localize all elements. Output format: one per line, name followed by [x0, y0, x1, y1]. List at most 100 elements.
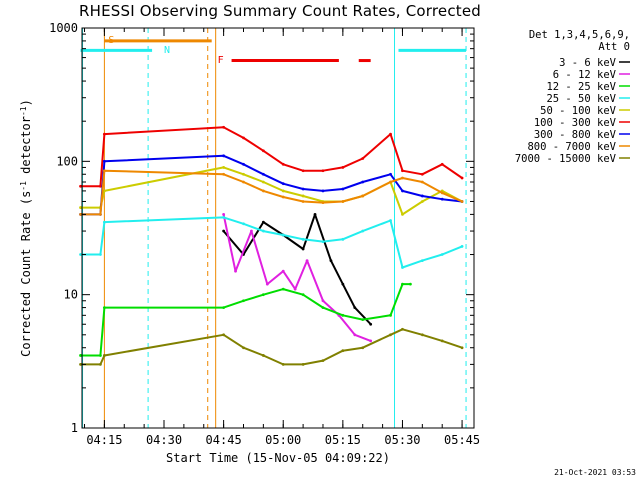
series-6-point-8 — [321, 189, 325, 193]
series-8-point-8 — [321, 359, 325, 363]
series-8-point-5 — [261, 354, 265, 357]
y-tick-label-1: 10 — [64, 288, 78, 302]
series-8-point-11 — [389, 333, 392, 337]
series-7-point-15 — [460, 200, 464, 203]
y-axis-label-superscript: -1 — [19, 181, 28, 191]
series-1-point-0 — [222, 212, 226, 216]
series-4-point-6 — [281, 189, 285, 193]
annotation-F: F — [218, 55, 224, 66]
series-3-point-14 — [440, 253, 444, 256]
legend-label-8: 7000 - 15000 keV — [515, 153, 617, 165]
plot-frame — [81, 27, 475, 429]
series-4-point-12 — [401, 212, 404, 216]
legend-header-0: Det 1,3,4,5,6,9, — [529, 29, 630, 41]
series-8-point-10 — [361, 346, 365, 350]
series-7-point-11 — [389, 180, 392, 184]
series-0-point-5 — [313, 212, 317, 216]
series-7-point-6 — [281, 195, 285, 199]
series-3-point-3 — [222, 215, 226, 219]
x-tick-label-3: 05:00 — [265, 433, 301, 447]
series-6-point-5 — [261, 172, 265, 176]
series-5-point-12 — [401, 169, 404, 173]
series-line-4 — [80, 166, 463, 216]
series-1-point-7 — [321, 299, 325, 303]
series-3-point-9 — [341, 237, 345, 241]
series-6-point-11 — [389, 172, 392, 176]
series-5-point-2 — [102, 132, 106, 136]
series-0-point-2 — [261, 220, 265, 224]
series-line-5 — [80, 126, 463, 188]
legend-label-3: 25 - 50 keV — [546, 93, 616, 105]
series-6-point-9 — [341, 187, 345, 191]
series-8-point-1 — [99, 362, 102, 366]
series-3-point-5 — [261, 229, 265, 233]
footer-timestamp: 21-Oct-2021 03:53 — [554, 468, 636, 477]
series-line-8 — [80, 328, 463, 366]
series-6-point-3 — [222, 154, 226, 158]
series-7-point-3 — [222, 172, 226, 176]
x-tick-label-5: 05:30 — [384, 433, 420, 447]
series-5-point-15 — [460, 176, 464, 180]
series-6-point-7 — [301, 187, 305, 191]
series-5-point-7 — [301, 169, 305, 173]
series-2-point-2 — [102, 306, 106, 309]
series-8-point-3 — [222, 333, 226, 337]
series-line-6 — [80, 154, 463, 216]
series-3-point-7 — [301, 237, 305, 241]
y-tick-label-2: 100 — [56, 154, 78, 168]
series-3-point-2 — [102, 220, 106, 224]
series-8-point-9 — [341, 349, 345, 353]
y-tick-label-3: 1000 — [49, 21, 78, 35]
y-axis-label-part: detector — [19, 116, 33, 181]
series-4-point-0 — [79, 206, 82, 209]
y-axis-label-part: Corrected Count Rate (s — [19, 191, 33, 357]
series-8-point-7 — [301, 362, 305, 366]
series-4-point-7 — [301, 194, 305, 198]
series-3-point-6 — [281, 233, 285, 237]
series-7-point-14 — [440, 191, 444, 195]
series-5-point-14 — [440, 162, 444, 166]
series-1-point-5 — [293, 287, 297, 291]
legend-label-2: 12 - 25 keV — [546, 81, 616, 93]
series-line-7 — [80, 169, 463, 216]
legend-header-1: Att 0 — [598, 41, 630, 53]
axes: 1 10 100 1000 04:15 04:30 04:45 05:00 05:15 05:30… — [19, 21, 481, 465]
x-tick-label-6: 05:45 — [444, 433, 480, 447]
series-5-point-1 — [99, 184, 102, 188]
series-7-point-7 — [301, 200, 305, 203]
series-1-point-3 — [265, 282, 269, 286]
series-7-point-1 — [99, 212, 102, 216]
series-5-point-11 — [389, 132, 392, 136]
series-6-point-10 — [361, 180, 365, 184]
series-2-point-9 — [341, 313, 345, 317]
legend-label-4: 50 - 100 keV — [540, 105, 617, 117]
series-7-point-2 — [102, 169, 106, 173]
series-2-point-8 — [321, 306, 325, 309]
y-tick-label-0: 1 — [71, 421, 78, 435]
state-bars: S N F — [80, 35, 467, 66]
x-tick-label-0: 04:15 — [86, 433, 122, 447]
series-3-point-15 — [460, 245, 464, 248]
series-2-point-6 — [281, 287, 285, 291]
series-5-point-10 — [361, 157, 365, 160]
series-8-point-12 — [401, 327, 404, 331]
series-7-point-8 — [321, 201, 325, 205]
series-8-point-15 — [460, 346, 464, 350]
series-8-point-6 — [281, 362, 285, 366]
y-axis-label-part: ) — [19, 99, 33, 106]
series-3-point-4 — [242, 222, 245, 226]
legend-label-6: 300 - 800 keV — [534, 129, 617, 141]
series-2-point-5 — [261, 293, 265, 297]
annotation-N: N — [164, 45, 170, 56]
series-2-point-7 — [301, 293, 305, 297]
series-7-point-12 — [401, 176, 404, 180]
series-5-point-0 — [79, 184, 82, 188]
series-2-point-13 — [409, 282, 412, 286]
series-8-point-14 — [440, 339, 444, 343]
series-1-point-10 — [369, 339, 373, 343]
series-4-point-4 — [242, 172, 245, 176]
series-3-point-10 — [361, 229, 365, 233]
legend-label-0: 3 - 6 keV — [559, 57, 617, 69]
series-5-point-13 — [420, 172, 424, 176]
series-6-point-12 — [401, 189, 404, 193]
